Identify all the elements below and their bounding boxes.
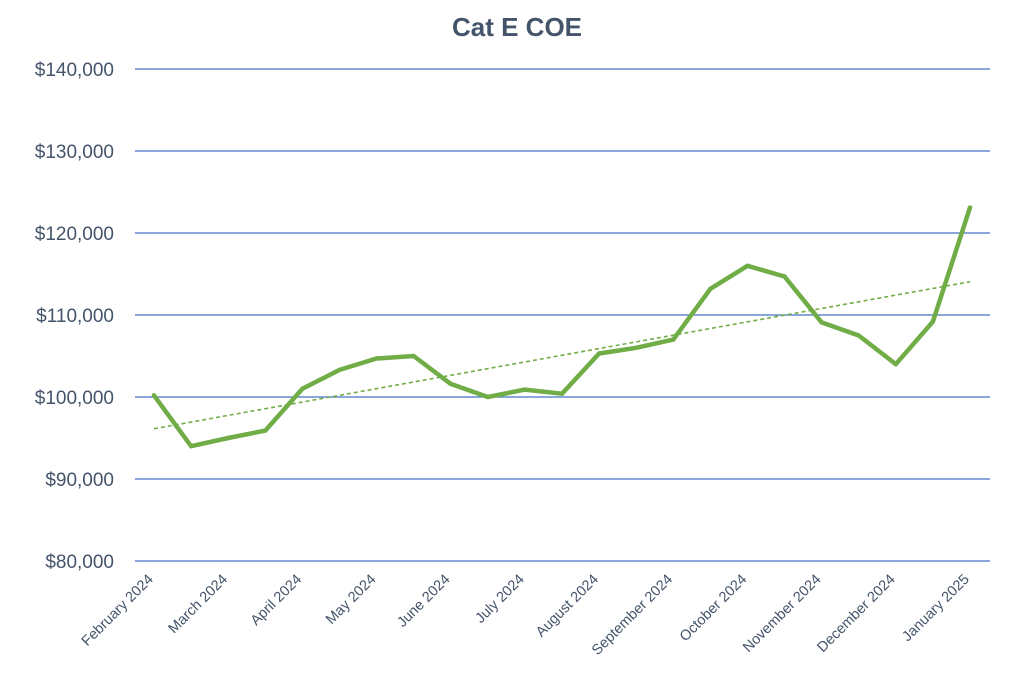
x-axis-ticks: February 2024 March 2024 April 2024 May 202… xyxy=(79,572,973,659)
x-tick-label: February 2024 xyxy=(79,572,157,650)
x-tick-label: July 2024 xyxy=(473,572,528,627)
data-point xyxy=(930,319,936,324)
gridlines xyxy=(135,68,990,562)
x-tick-label: September 2024 xyxy=(589,572,676,659)
data-point xyxy=(967,205,973,210)
data-point xyxy=(522,387,528,392)
data-point xyxy=(633,345,639,350)
y-tick-label: $80,000 xyxy=(45,552,114,573)
x-tick-label: December 2024 xyxy=(814,572,898,656)
x-tick-label: April 2024 xyxy=(248,572,305,629)
y-tick-label: $110,000 xyxy=(36,306,114,327)
data-point xyxy=(745,263,750,268)
data-point xyxy=(448,381,453,387)
data-point xyxy=(671,337,676,342)
y-tick-label: $120,000 xyxy=(35,224,114,245)
x-tick-label: March 2024 xyxy=(166,572,231,637)
x-tick-label: August 2024 xyxy=(533,572,602,641)
data-point xyxy=(188,444,194,449)
x-tick-label: May 2024 xyxy=(323,572,379,628)
data-point xyxy=(819,320,824,325)
data-point xyxy=(893,362,899,367)
x-tick-label: January 2025 xyxy=(899,572,972,645)
chart-title: Cat E COE xyxy=(452,12,582,42)
data-point xyxy=(225,435,231,441)
trendline xyxy=(153,280,971,430)
x-tick-label: October 2024 xyxy=(677,572,750,645)
series-line xyxy=(151,205,973,449)
x-tick-label: June 2024 xyxy=(394,572,453,631)
data-point xyxy=(485,394,491,400)
data-point xyxy=(856,333,861,338)
y-tick-label: $140,000 xyxy=(35,60,114,81)
data-point xyxy=(411,353,416,359)
data-point xyxy=(337,367,342,373)
data-point xyxy=(374,356,379,361)
data-point xyxy=(782,274,787,279)
data-point xyxy=(596,351,602,356)
y-axis-ticks: $80,000 $90,000 $100,000 $110,000 $120,000 $1… xyxy=(35,60,114,573)
data-point xyxy=(300,386,305,391)
y-tick-label: $90,000 xyxy=(45,470,114,491)
data-point xyxy=(708,286,713,291)
x-tick-label: November 2024 xyxy=(740,572,824,656)
trendline-group xyxy=(153,280,971,430)
data-point xyxy=(151,393,157,398)
series-group xyxy=(151,205,973,449)
data-point xyxy=(559,391,565,396)
y-tick-label: $130,000 xyxy=(35,142,114,163)
data-point xyxy=(263,428,268,433)
y-tick-label: $100,000 xyxy=(35,388,114,409)
